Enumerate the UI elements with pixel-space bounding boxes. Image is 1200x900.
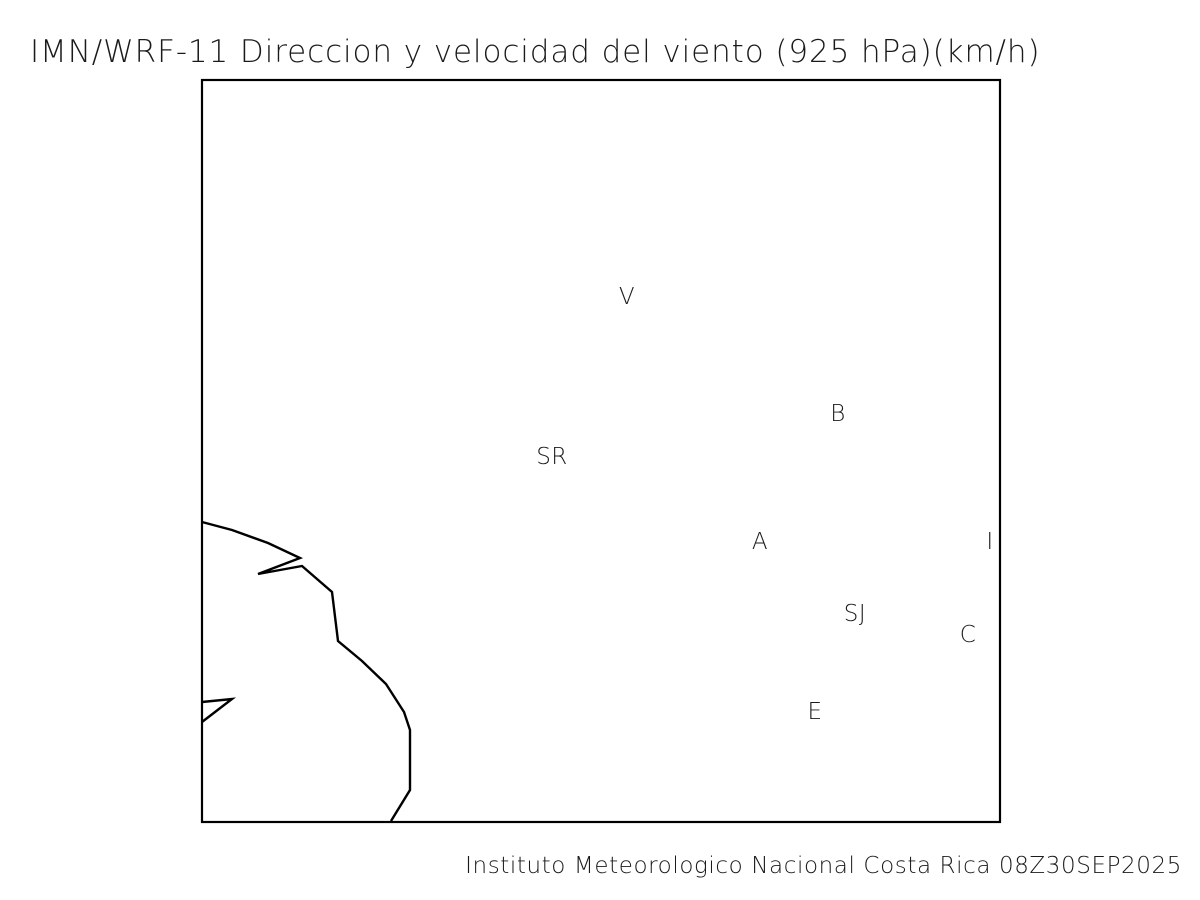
- station-label-sr: SR: [536, 444, 568, 470]
- station-label-v: V: [619, 284, 635, 310]
- coastline-main: [201, 520, 412, 822]
- station-label-c: C: [960, 622, 977, 648]
- coastline-group: [201, 520, 412, 822]
- map-frame-border: [200, 78, 1002, 824]
- station-label-e: E: [807, 699, 822, 725]
- page-title: IMN/WRF-11 Direccion y velocidad del vie…: [30, 34, 1041, 70]
- station-label-b: B: [830, 401, 846, 427]
- figure-footer-credit: Instituto Meteorologico Nacional Costa R…: [465, 853, 1182, 879]
- coastline-inlet: [201, 697, 237, 723]
- station-label-a: A: [752, 529, 768, 555]
- station-label-sj: SJ: [844, 601, 866, 627]
- station-label-i: I: [986, 529, 993, 555]
- station-label-group: V B SR A I SJ C E: [536, 284, 993, 725]
